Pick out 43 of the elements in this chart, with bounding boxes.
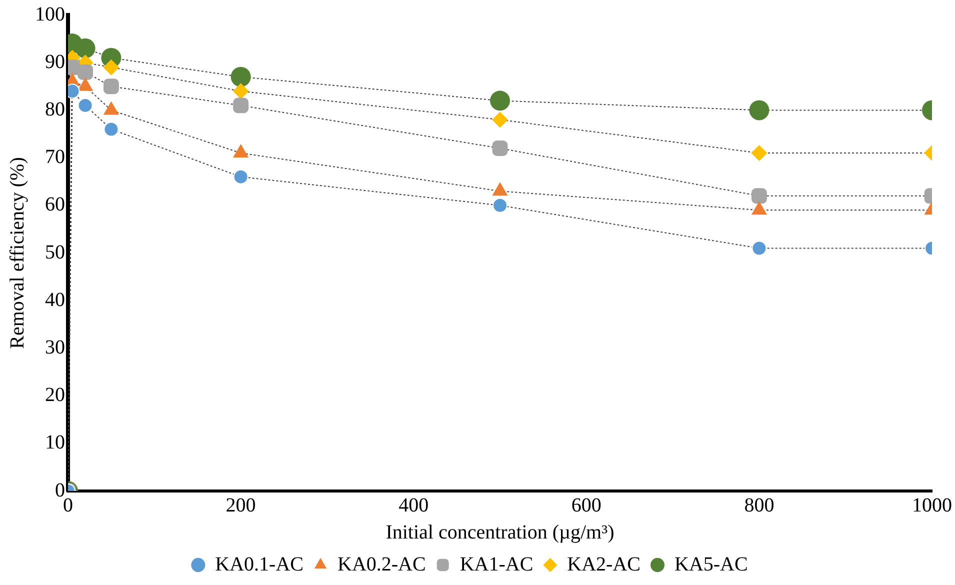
point xyxy=(230,66,251,87)
y-tick-label: 50 xyxy=(45,241,65,264)
point xyxy=(78,64,94,80)
point xyxy=(751,201,767,215)
x-tick-label: 600 xyxy=(571,494,602,516)
point xyxy=(751,145,768,162)
point xyxy=(749,100,770,120)
legend-label: KA5-AC xyxy=(674,553,748,576)
point xyxy=(233,169,248,184)
point xyxy=(492,198,508,213)
y-tick-label: 90 xyxy=(45,50,65,73)
x-tick-label: 1000 xyxy=(912,494,952,516)
x-tick-label: 200 xyxy=(226,494,256,516)
x-tick-label: 800 xyxy=(744,494,774,516)
legend-label: KA2-AC xyxy=(567,553,641,576)
point xyxy=(492,112,508,128)
y-tick-label: 80 xyxy=(45,98,65,120)
legend-label: KA1-AC xyxy=(460,553,534,576)
y-tick-label: 20 xyxy=(45,384,65,406)
y-tick-label: 10 xyxy=(45,432,65,454)
x-axis-title: Initial concentration (µg/m³) xyxy=(386,521,614,544)
point xyxy=(232,83,249,100)
legend-label: KA0.1-AC xyxy=(215,553,304,576)
y-tick-label: 30 xyxy=(45,336,65,358)
y-tick-label: 40 xyxy=(45,288,65,311)
x-tick-label: 400 xyxy=(398,494,429,516)
point xyxy=(492,182,508,196)
point xyxy=(103,78,119,94)
point xyxy=(104,122,119,137)
y-tick-label: 70 xyxy=(45,146,65,168)
point xyxy=(103,59,120,76)
y-tick-label: 100 xyxy=(35,3,65,26)
y-tick-label: 0 xyxy=(55,479,65,502)
point xyxy=(233,98,249,114)
y-axis-title: Removal efficiency (%) xyxy=(6,157,28,349)
legend-label: KA0.2-AC xyxy=(338,553,426,576)
point xyxy=(751,188,767,204)
point xyxy=(492,140,508,156)
y-tick-label: 60 xyxy=(45,194,65,216)
point xyxy=(490,90,510,111)
point xyxy=(78,98,93,113)
point xyxy=(75,38,96,58)
point xyxy=(752,240,767,256)
